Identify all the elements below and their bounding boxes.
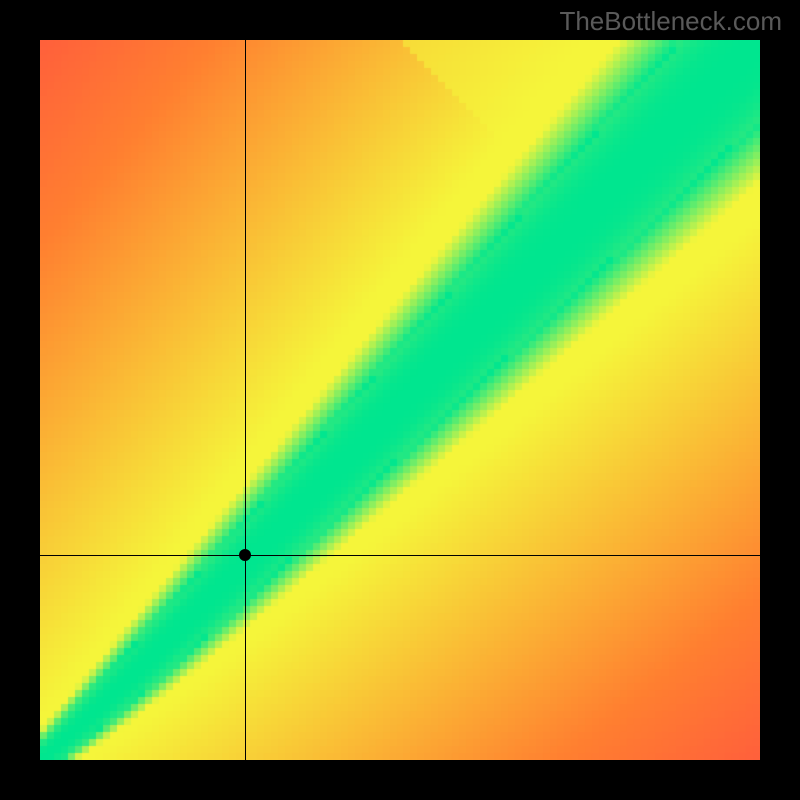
crosshair-vertical (245, 40, 246, 760)
watermark-text: TheBottleneck.com (559, 6, 782, 37)
heatmap-canvas (40, 40, 760, 760)
chart-container: TheBottleneck.com (0, 0, 800, 800)
crosshair-marker (239, 549, 251, 561)
plot-area (40, 40, 760, 760)
crosshair-horizontal (40, 555, 760, 556)
